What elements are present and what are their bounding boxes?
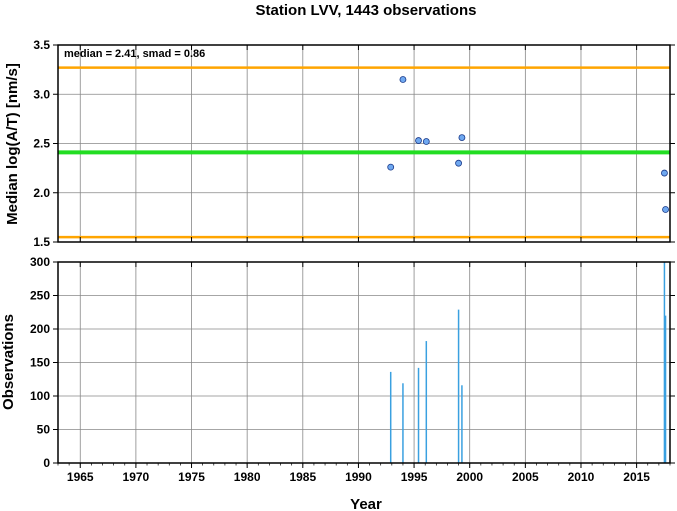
x-tick-label: 2005: [512, 470, 539, 484]
median-data-point: [458, 134, 466, 141]
y-tick-label: 2.5: [33, 137, 50, 151]
chart-title: Station LVV, 1443 observations: [256, 2, 477, 19]
observations-panel-grid: [58, 262, 670, 463]
median-panel-grid: [58, 45, 670, 242]
median-panel-points: [387, 76, 669, 213]
median-data-point: [662, 206, 669, 213]
x-tick-label: 2000: [456, 470, 483, 484]
median-data-point: [422, 138, 430, 145]
median-smad-annotation: median = 2.41, smad = 0.86: [64, 48, 205, 60]
y-tick-label: 200: [30, 322, 50, 336]
y-tick-label: 300: [30, 255, 50, 269]
x-tick-label: 1980: [234, 470, 261, 484]
y-tick-label: 2.0: [33, 186, 50, 200]
y-tick-label: 50: [37, 423, 51, 437]
x-tick-label: 2010: [568, 470, 595, 484]
y-tick-label: 150: [30, 356, 50, 370]
x-tick-label: 1975: [178, 470, 205, 484]
median-panel-reference-lines: [58, 66, 670, 239]
x-tick-label: 1965: [67, 470, 94, 484]
median-panel: 1.5 2.0 2.5 3.0 3.5 median = 2.41, smad = 0.…: [4, 38, 675, 249]
x-tick-label: 1985: [289, 470, 316, 484]
median-data-point: [399, 76, 407, 83]
y-tick-label: 3.5: [33, 38, 50, 52]
median-data-point: [661, 169, 668, 177]
observations-panel-y-label: Observations: [0, 314, 17, 410]
observations-panel-x-ticks: 1965 1970 1975 1980 1985 1990 1995 2000 2005 2010…: [57, 45, 671, 484]
x-axis-label: Year: [350, 496, 382, 511]
median-data-point: [387, 163, 395, 171]
x-tick-label: 2015: [623, 470, 650, 484]
median-data-point: [455, 159, 462, 167]
x-tick-label: 1990: [345, 470, 372, 484]
y-tick-label: 100: [30, 389, 50, 403]
y-tick-label: 0: [43, 456, 50, 470]
y-tick-label: 250: [30, 289, 50, 303]
y-tick-label: 1.5: [33, 235, 50, 249]
x-tick-label: 1970: [123, 470, 150, 484]
median-data-point: [415, 137, 422, 144]
median-panel-y-label: Median log(A/T) [nm/s]: [4, 63, 21, 225]
observations-panel-y-ticks: 0 50 100 150 200 250 300: [30, 255, 675, 470]
x-tick-label: 1995: [401, 470, 428, 484]
median-panel-y-ticks: 1.5 2.0 2.5 3.0 3.5: [33, 38, 675, 249]
y-tick-label: 3.0: [33, 87, 50, 101]
observations-panel-bars: [389, 262, 667, 463]
